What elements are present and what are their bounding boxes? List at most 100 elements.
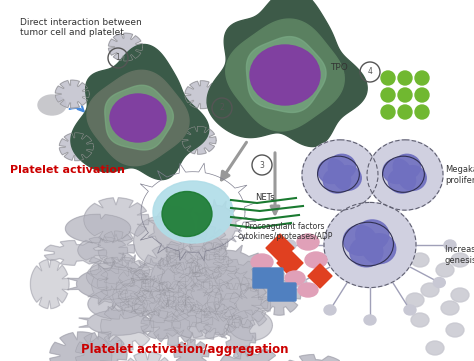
Polygon shape xyxy=(197,242,228,279)
Ellipse shape xyxy=(446,323,464,337)
Text: Direct interaction between
tumor cell and platelet: Direct interaction between tumor cell an… xyxy=(20,18,142,38)
Ellipse shape xyxy=(411,313,429,327)
Ellipse shape xyxy=(162,191,212,236)
Polygon shape xyxy=(101,302,154,350)
Polygon shape xyxy=(157,251,200,293)
Ellipse shape xyxy=(356,220,389,250)
Polygon shape xyxy=(277,250,303,276)
Text: Platelet activation: Platelet activation xyxy=(10,165,125,175)
Polygon shape xyxy=(167,266,221,330)
Text: 1: 1 xyxy=(116,53,120,62)
Polygon shape xyxy=(103,253,151,315)
Polygon shape xyxy=(45,240,107,265)
Text: TPO: TPO xyxy=(330,64,348,73)
Polygon shape xyxy=(229,310,273,341)
Ellipse shape xyxy=(324,305,336,315)
Ellipse shape xyxy=(284,240,296,250)
Ellipse shape xyxy=(323,168,351,193)
Polygon shape xyxy=(172,304,213,338)
Polygon shape xyxy=(182,126,216,154)
Ellipse shape xyxy=(411,253,429,267)
Ellipse shape xyxy=(388,168,416,193)
Ellipse shape xyxy=(250,45,320,105)
Circle shape xyxy=(415,105,429,119)
Polygon shape xyxy=(219,346,282,361)
Polygon shape xyxy=(30,260,69,309)
Ellipse shape xyxy=(399,166,426,190)
Polygon shape xyxy=(214,260,262,290)
Ellipse shape xyxy=(302,140,378,210)
Polygon shape xyxy=(87,70,189,166)
Polygon shape xyxy=(141,311,181,339)
Polygon shape xyxy=(88,289,147,319)
Ellipse shape xyxy=(367,140,443,210)
Ellipse shape xyxy=(298,283,318,297)
Ellipse shape xyxy=(343,226,376,255)
Ellipse shape xyxy=(404,305,416,315)
Ellipse shape xyxy=(153,181,233,243)
Text: Platelet activation/aggregation: Platelet activation/aggregation xyxy=(81,344,289,357)
Ellipse shape xyxy=(285,271,305,285)
Polygon shape xyxy=(55,80,89,108)
Polygon shape xyxy=(134,290,195,323)
Polygon shape xyxy=(189,226,228,260)
Polygon shape xyxy=(105,85,173,150)
Circle shape xyxy=(398,88,412,102)
Polygon shape xyxy=(283,355,346,361)
Ellipse shape xyxy=(451,253,469,267)
FancyBboxPatch shape xyxy=(268,283,296,301)
Polygon shape xyxy=(207,283,261,319)
Circle shape xyxy=(398,71,412,85)
Polygon shape xyxy=(134,217,184,266)
Ellipse shape xyxy=(433,278,445,287)
Ellipse shape xyxy=(436,263,454,277)
Polygon shape xyxy=(120,279,165,305)
Ellipse shape xyxy=(421,283,439,297)
Text: Megakaryocyte
proliferation: Megakaryocyte proliferation xyxy=(445,165,474,185)
Polygon shape xyxy=(185,282,222,314)
Text: 3: 3 xyxy=(260,161,264,170)
Ellipse shape xyxy=(426,341,444,355)
Polygon shape xyxy=(197,267,249,303)
Ellipse shape xyxy=(444,240,456,250)
Ellipse shape xyxy=(441,301,459,315)
Text: NETs: NETs xyxy=(255,193,274,202)
Ellipse shape xyxy=(38,95,66,115)
Text: 4: 4 xyxy=(367,68,373,77)
Polygon shape xyxy=(84,198,149,242)
Polygon shape xyxy=(201,304,239,335)
Ellipse shape xyxy=(393,154,420,179)
Ellipse shape xyxy=(324,203,416,288)
FancyBboxPatch shape xyxy=(253,268,283,288)
Polygon shape xyxy=(159,262,212,312)
Polygon shape xyxy=(226,317,256,359)
Ellipse shape xyxy=(318,159,346,183)
Polygon shape xyxy=(50,332,112,361)
Polygon shape xyxy=(194,199,242,251)
Ellipse shape xyxy=(295,278,307,287)
Polygon shape xyxy=(185,81,219,109)
Polygon shape xyxy=(148,200,195,257)
Polygon shape xyxy=(308,264,332,288)
Polygon shape xyxy=(266,234,294,262)
Ellipse shape xyxy=(328,154,356,179)
Polygon shape xyxy=(130,258,180,296)
Polygon shape xyxy=(178,261,241,318)
Ellipse shape xyxy=(297,234,319,250)
Polygon shape xyxy=(246,36,326,113)
Ellipse shape xyxy=(305,252,327,268)
Ellipse shape xyxy=(406,293,424,307)
Circle shape xyxy=(415,88,429,102)
Polygon shape xyxy=(164,307,229,343)
Circle shape xyxy=(381,88,395,102)
Polygon shape xyxy=(207,0,367,147)
Polygon shape xyxy=(166,232,226,277)
Text: Increased platelet
genesis: Increased platelet genesis xyxy=(445,245,474,265)
Circle shape xyxy=(381,105,395,119)
Polygon shape xyxy=(149,282,186,319)
Polygon shape xyxy=(258,273,301,315)
Polygon shape xyxy=(79,306,150,339)
Polygon shape xyxy=(59,133,93,161)
Ellipse shape xyxy=(451,288,469,302)
Polygon shape xyxy=(65,214,131,243)
